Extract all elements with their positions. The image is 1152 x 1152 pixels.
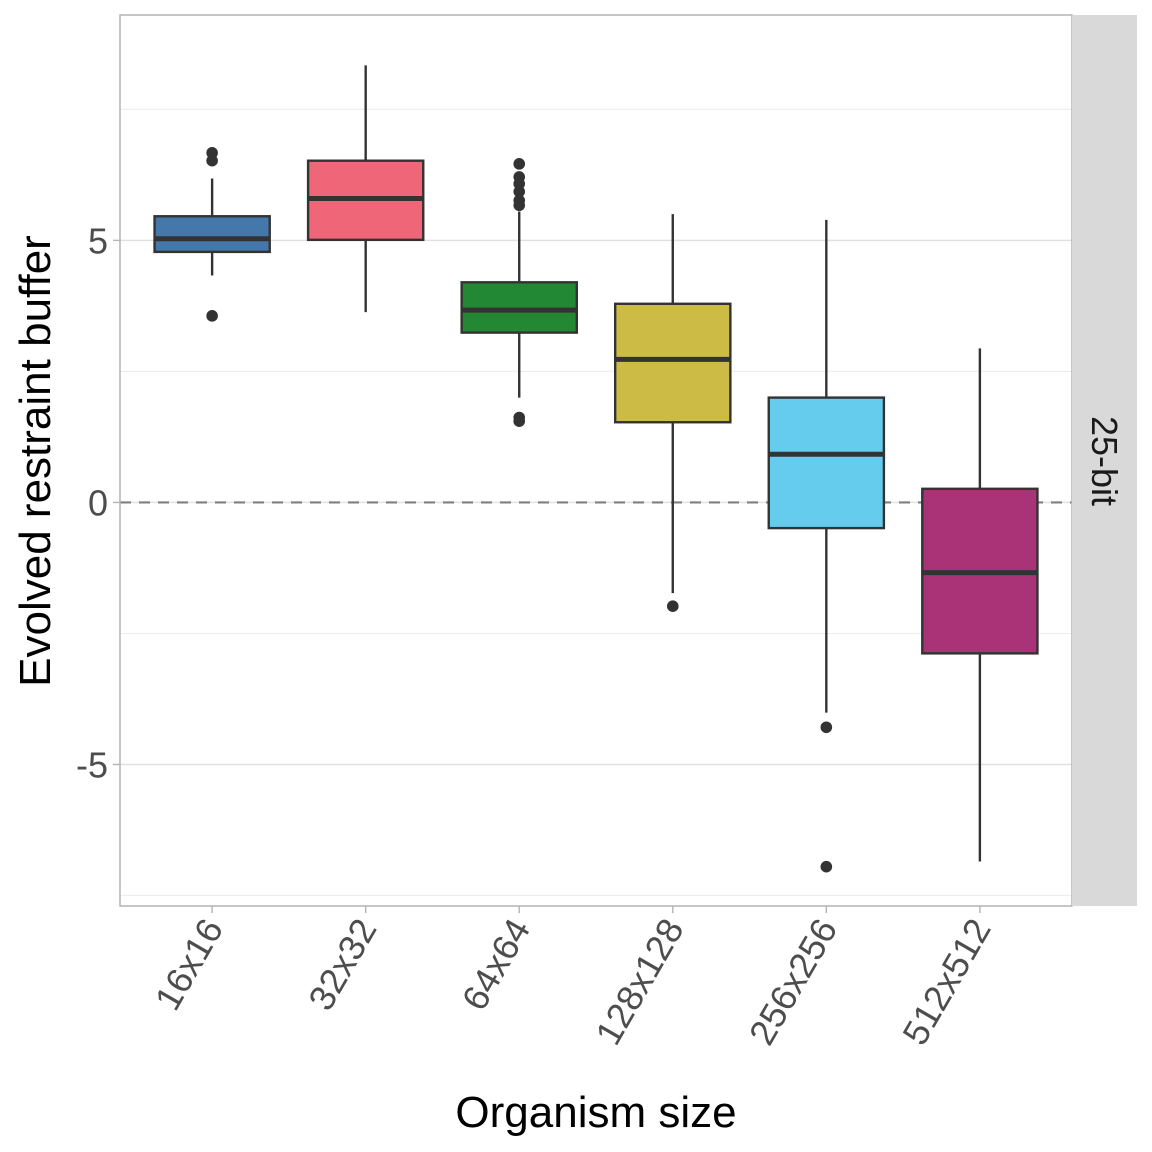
outlier-point: [513, 199, 526, 212]
y-tick-label: -5: [76, 744, 108, 785]
outlier-point: [206, 154, 218, 167]
y-axis-ticks: -5 0 5: [76, 220, 120, 785]
x-axis-title: Organism size: [455, 1088, 736, 1137]
y-tick-label: 0: [88, 482, 108, 523]
x-axis-ticks: 16x16 32x32 64x64 128x128 256x256 512x512: [147, 906, 999, 1052]
outlier-point: [513, 185, 526, 198]
facet-strip-label: 25-bit: [1084, 416, 1125, 506]
box-16x16: [153, 147, 271, 322]
boxes-layer: [153, 65, 1039, 873]
box-512x512: [921, 348, 1039, 862]
minor-gridlines: [120, 108, 1072, 897]
outlier-point: [820, 721, 833, 734]
box-iqr: [460, 281, 579, 334]
outlier-point: [820, 860, 833, 873]
y-tick-label: 5: [88, 220, 108, 261]
outlier-point: [206, 310, 218, 322]
box-128x128: [613, 214, 732, 613]
box-iqr: [767, 396, 886, 530]
x-tick-label: 32x32: [300, 912, 385, 1017]
outlier-point: [513, 158, 526, 170]
box-256x256: [767, 219, 886, 873]
box-32x32: [306, 65, 425, 313]
x-tick-label: 512x512: [894, 912, 999, 1052]
y-axis-title: Evolved restraint buffer: [11, 235, 60, 687]
x-tick-label: 128x128: [587, 912, 692, 1052]
outlier-point: [513, 415, 526, 427]
facet-strip: [1072, 15, 1137, 906]
box-iqr: [153, 215, 271, 254]
box-iqr: [613, 302, 732, 424]
outlier-point: [666, 600, 679, 613]
box-64x64: [460, 158, 579, 427]
x-tick-label: 256x256: [741, 912, 846, 1052]
x-tick-label: 16x16: [147, 912, 232, 1017]
plot-background: [120, 15, 1072, 906]
x-tick-label: 64x64: [454, 912, 539, 1017]
